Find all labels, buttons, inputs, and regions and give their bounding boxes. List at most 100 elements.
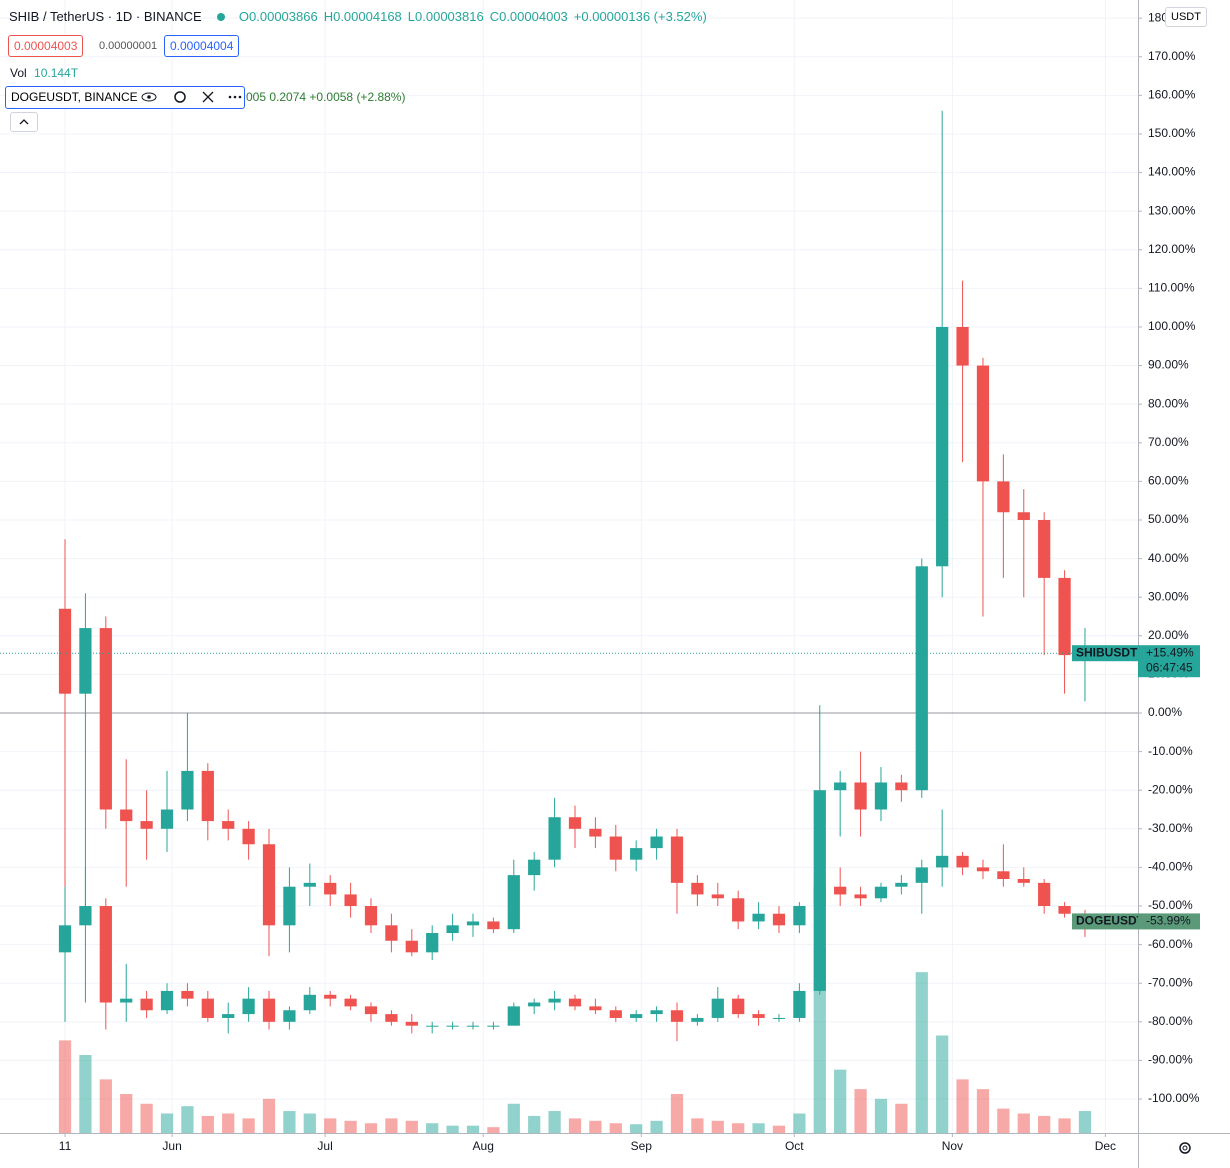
candle-body <box>528 1002 541 1007</box>
x-tick-label: Jun <box>162 1139 181 1153</box>
eye-pupil[interactable] <box>147 95 151 99</box>
candle-body <box>1038 519 1051 578</box>
candle-body <box>528 859 541 876</box>
candle-body <box>283 1010 296 1022</box>
candle-body <box>160 990 174 1011</box>
collapse-button[interactable] <box>10 112 38 132</box>
candle-body <box>201 998 214 1018</box>
more-dot[interactable] <box>233 95 237 99</box>
y-tick-label: 60.00% <box>1148 474 1189 488</box>
candle-body <box>568 998 582 1007</box>
compare-legend[interactable]: DOGEUSDT, BINANCE <box>5 86 245 109</box>
symbol[interactable]: SHIB / TetherUS · 1D · BINANCE <box>9 9 202 24</box>
close-icon[interactable] <box>202 91 214 103</box>
volume-bar <box>915 972 928 1133</box>
price-badge <box>1138 645 1200 678</box>
volume-bar <box>976 1089 990 1133</box>
volume-bar <box>201 1115 214 1133</box>
volume-bar <box>691 1118 704 1133</box>
buy-price[interactable]: 0.00004004 <box>164 35 240 57</box>
candle-body <box>589 1006 602 1011</box>
volume-bar <box>528 1115 541 1133</box>
candle-body <box>772 913 786 926</box>
series-badge <box>1072 645 1138 662</box>
candle-body <box>752 1014 765 1018</box>
y-tick-label: 120.00% <box>1148 242 1196 256</box>
x-tick-label: 11 <box>59 1139 72 1153</box>
y-tick-label: 30.00% <box>1148 589 1189 603</box>
candle-body <box>324 994 337 999</box>
volume-bar <box>242 1118 255 1133</box>
candle-body <box>426 933 439 953</box>
series-name: DOGEUSDT <box>1076 914 1145 928</box>
settings-icon[interactable] <box>174 91 186 103</box>
candle-body <box>181 990 194 999</box>
volume-bar <box>1078 1111 1092 1133</box>
ohlc: O0.00003866 H0.00004168 L0.00003816 C0.0000… <box>239 9 713 24</box>
more-dot[interactable] <box>228 95 232 99</box>
gear[interactable] <box>1179 1142 1191 1154</box>
y-tick-label: 180 <box>1148 10 1168 24</box>
candle-body <box>303 994 316 1011</box>
y-tick-label: 150.00% <box>1148 126 1196 140</box>
candle-body <box>466 921 480 926</box>
candle-body <box>670 1010 684 1022</box>
legend-row: SHIB / TetherUS · 1D · BINANCE O0.000038… <box>9 9 713 24</box>
candle-body <box>160 809 174 829</box>
volume-bar <box>711 1120 724 1133</box>
candle-body <box>201 770 214 822</box>
volume-bar <box>262 1098 276 1133</box>
more-dot[interactable] <box>238 95 242 99</box>
candle-body <box>487 921 500 930</box>
candle-body <box>79 906 92 926</box>
volume-bar <box>813 947 826 1133</box>
volume-bar <box>1017 1113 1030 1133</box>
volume-bar <box>222 1113 235 1133</box>
y-tick-label: -10.00% <box>1148 744 1193 758</box>
candle-body <box>895 882 908 887</box>
volume-bar <box>793 1113 806 1133</box>
candle-body <box>589 828 602 837</box>
candle-body <box>487 1025 500 1027</box>
volume-bar <box>385 1118 398 1133</box>
candle-body <box>99 628 112 810</box>
candle-body <box>507 875 520 930</box>
volume-legend: Vol 10.144T <box>10 66 78 80</box>
volume-bar <box>936 1035 949 1133</box>
volume-bar <box>650 1120 663 1133</box>
gear-center[interactable] <box>1182 1145 1188 1151</box>
legend-tools <box>141 91 242 103</box>
candle-body <box>303 882 316 887</box>
volume-bar <box>303 1113 316 1133</box>
spread: 0.00000001 <box>94 36 163 56</box>
eye-icon[interactable] <box>141 92 157 102</box>
volume-bar <box>589 1120 602 1133</box>
candle-body <box>956 326 969 366</box>
candle-body <box>1058 906 1071 914</box>
x-tick-label: Jul <box>317 1139 332 1153</box>
settings-icon[interactable] <box>1179 1142 1191 1154</box>
y-tick-label: 140.00% <box>1148 165 1196 179</box>
volume-bar <box>609 1123 622 1133</box>
price-badge <box>1138 913 1200 930</box>
candle-body <box>242 828 255 845</box>
x-tick-label: Oct <box>785 1139 804 1153</box>
y-tick-label: 110.00% <box>1148 281 1195 295</box>
volume-bar <box>58 1040 72 1133</box>
series-badge <box>1072 913 1138 930</box>
candle-body <box>140 821 153 829</box>
candle-body <box>58 608 72 694</box>
currency-badge[interactable]: USDT <box>1165 7 1207 27</box>
sell-price[interactable]: 0.00004003 <box>8 35 84 57</box>
candle-body <box>344 998 357 1007</box>
countdown: 06:47:45 <box>1146 660 1193 674</box>
volume-bar <box>324 1118 337 1133</box>
y-tick-label: 170.00% <box>1148 49 1196 63</box>
volume-bar <box>1038 1115 1051 1133</box>
candle-body <box>120 998 133 1003</box>
y-tick-label: -20.00% <box>1148 782 1193 796</box>
candle-body <box>222 821 235 829</box>
candle-body <box>691 882 704 895</box>
candle-body <box>222 1014 235 1018</box>
